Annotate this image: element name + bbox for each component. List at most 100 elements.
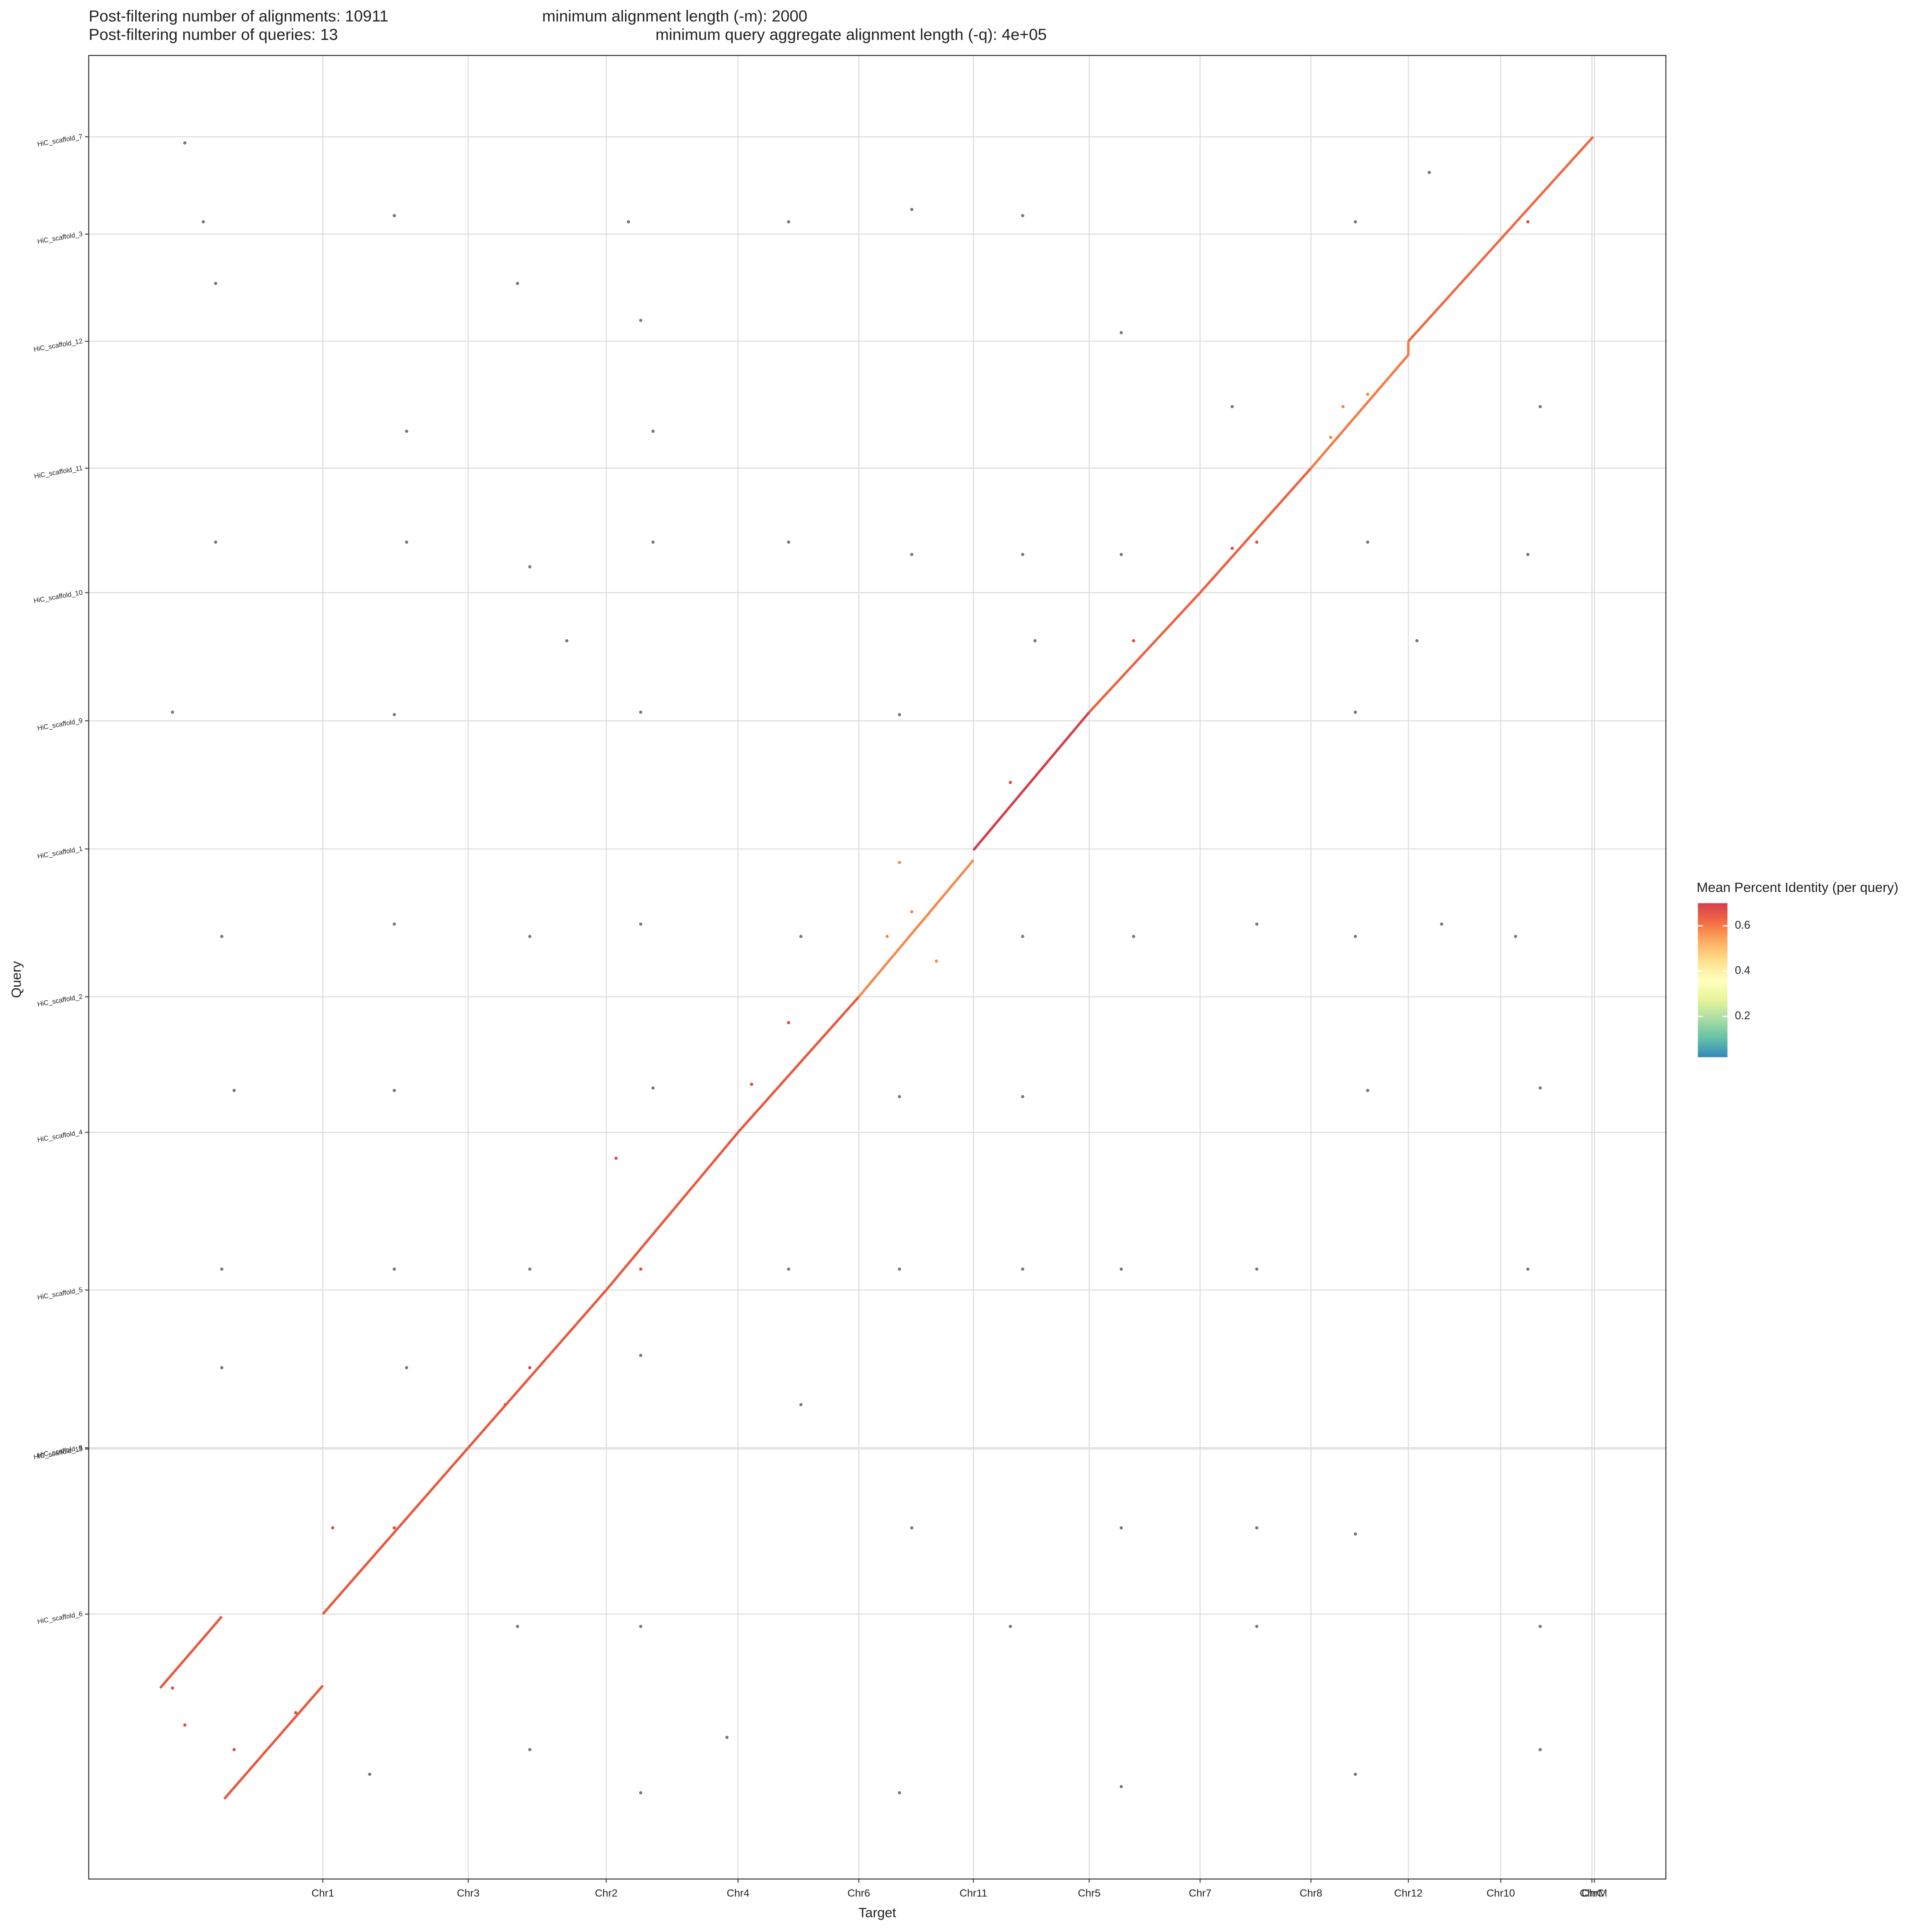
x-tick-label: Chr5: [1078, 1887, 1101, 1899]
alignment-dot: [639, 1267, 643, 1271]
alignment-dot: [214, 282, 217, 285]
alignment-dot: [1341, 405, 1345, 408]
alignment-dot: [171, 1686, 174, 1690]
alignment-dot: [528, 1267, 532, 1271]
alignment-dot: [1009, 1625, 1012, 1628]
alignment-dot: [1428, 171, 1431, 174]
alignment-dot: [1009, 781, 1012, 784]
alignment-dot: [1021, 214, 1024, 217]
alignment-dot: [750, 1082, 753, 1086]
alignment-dot: [1021, 1095, 1024, 1098]
alignment-dot: [1538, 1748, 1542, 1751]
alignment-dot: [1119, 1785, 1123, 1789]
alignment-dot: [626, 220, 630, 224]
alignment-dot: [898, 1791, 901, 1795]
x-tick-label: Chr1: [311, 1887, 334, 1899]
colorbar: [1698, 903, 1728, 1057]
x-tick-label: Chr11: [960, 1887, 987, 1899]
alignment-dot: [898, 1095, 901, 1098]
alignment-dot: [639, 922, 643, 926]
x-tick-label: ChrC: [1580, 1887, 1604, 1899]
alignment-dot: [639, 1625, 643, 1628]
alignment-dot: [639, 319, 643, 322]
chart-subtitle-2: minimum query aggregate alignment length…: [656, 25, 1047, 43]
alignment-dot: [392, 1526, 396, 1530]
alignment-dot: [1021, 1267, 1024, 1271]
alignment-line: [1407, 136, 1594, 342]
alignment-line: [159, 996, 860, 1800]
alignment-dot: [1132, 639, 1136, 643]
alignment-dot: [331, 1526, 334, 1530]
alignment-dot: [392, 1089, 396, 1092]
alignment-dot: [898, 713, 901, 717]
alignment-dot: [1526, 553, 1530, 556]
colorbar-tick-label: 0.2: [1735, 1010, 1750, 1022]
chart-subtitle: Post-filtering number of queries: 13: [89, 25, 338, 43]
alignment-dot: [294, 1711, 298, 1714]
alignment-dot: [565, 639, 568, 643]
alignment-dot: [1255, 541, 1259, 544]
alignment-dot: [1354, 1532, 1357, 1536]
alignment-dot: [1021, 553, 1024, 556]
x-axis-label: Target: [859, 1905, 896, 1920]
alignment-dot: [885, 935, 889, 938]
x-tick-label: Chr8: [1300, 1887, 1322, 1899]
alignment-dot: [232, 1089, 236, 1092]
alignment-dot: [183, 1723, 187, 1727]
x-tick-label: Chr12: [1394, 1887, 1422, 1899]
alignment-dot: [1119, 553, 1123, 556]
chart-title: Post-filtering number of alignments: 109…: [89, 7, 389, 25]
alignment-dot: [516, 282, 519, 285]
alignment-dot: [1354, 1772, 1357, 1776]
alignment-dot: [614, 1156, 618, 1160]
alignment-dot: [1354, 711, 1357, 714]
alignment-dot: [787, 1267, 790, 1271]
alignment-dot: [528, 935, 532, 938]
alignment-dot: [1366, 541, 1370, 544]
alignment-dot: [910, 553, 914, 556]
chart-title-2: minimum alignment length (-m): 2000: [542, 7, 808, 25]
alignment-dot: [392, 922, 396, 926]
alignment-dot: [220, 1366, 224, 1370]
alignment-dot: [1021, 935, 1024, 938]
alignment-dot: [1366, 1089, 1370, 1092]
alignment-line: [972, 711, 1091, 851]
alignment-dot: [1354, 935, 1357, 938]
alignment-dot: [232, 1748, 236, 1751]
alignment-dot: [405, 541, 408, 544]
legend-title: Mean Percent Identity (per query): [1697, 880, 1899, 895]
x-tick-label: Chr2: [595, 1887, 618, 1899]
alignment-dot: [910, 208, 914, 211]
alignment-dot: [220, 935, 224, 938]
alignment-dot: [1119, 1526, 1123, 1530]
alignment-dot: [1526, 220, 1530, 224]
alignment-dot: [799, 935, 803, 938]
alignment-dot: [639, 1791, 643, 1795]
alignment-dot: [787, 1021, 790, 1024]
alignment-dot: [220, 1267, 224, 1271]
alignment-dot: [1366, 392, 1370, 396]
alignment-dot: [392, 214, 396, 217]
alignment-dot: [787, 220, 790, 224]
alignment-dot: [1119, 1267, 1123, 1271]
colorbar-tick-label: 0.6: [1735, 919, 1750, 931]
alignment-dot: [405, 429, 408, 433]
alignment-line: [858, 859, 975, 998]
alignment-dot: [1514, 935, 1517, 938]
alignment-dot: [214, 541, 217, 544]
alignment-dot: [935, 959, 938, 963]
x-tick-label: Chr6: [848, 1887, 870, 1899]
alignment-dot: [368, 1772, 371, 1776]
plot-border: [88, 55, 1667, 1880]
alignment-dot: [1255, 1267, 1259, 1271]
alignment-dot: [516, 1625, 519, 1628]
alignment-dot: [1538, 1086, 1542, 1090]
alignment-dot: [910, 910, 914, 914]
alignment-dot: [787, 541, 790, 544]
alignment-dot: [405, 1366, 408, 1370]
alignment-dot: [651, 1086, 655, 1090]
alignment-dot: [910, 1526, 914, 1530]
